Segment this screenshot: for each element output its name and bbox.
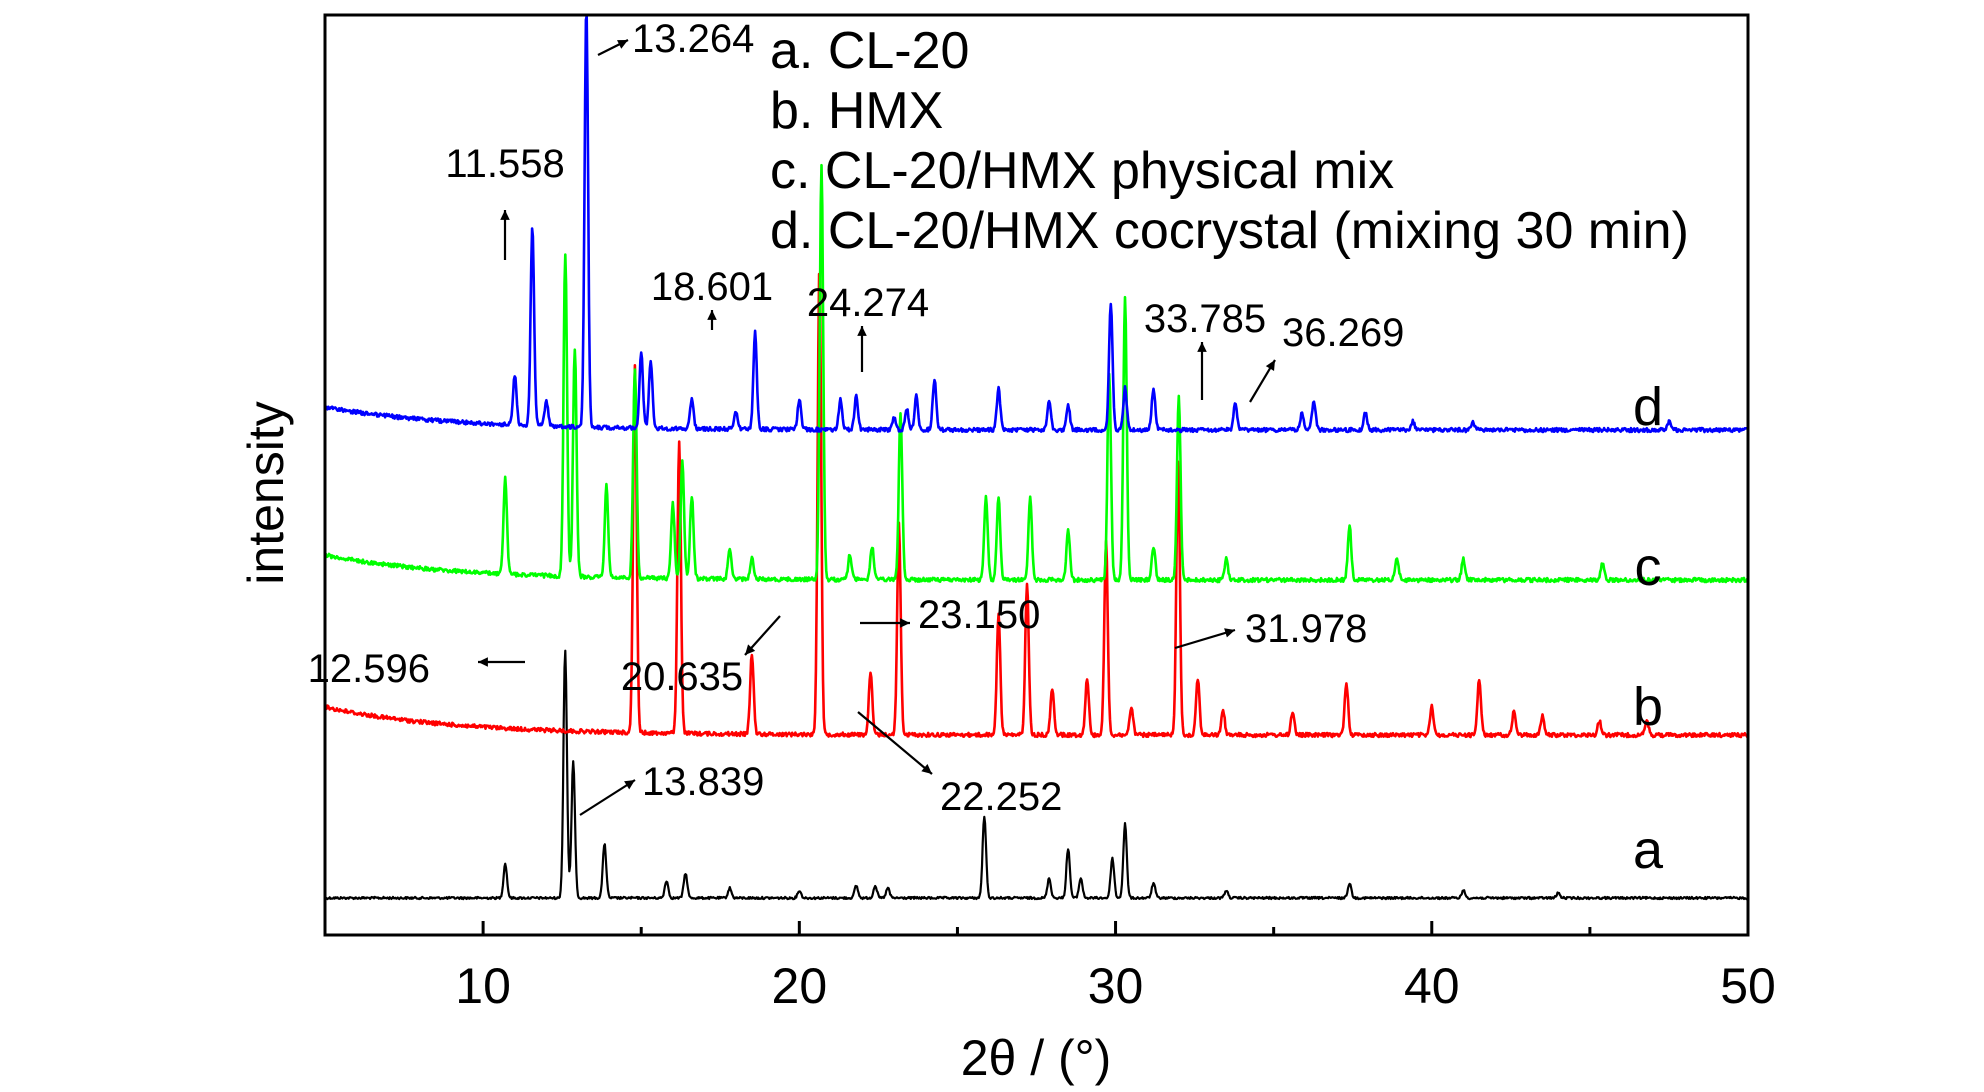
plot-frame xyxy=(323,13,1750,937)
x-tick-label: 40 xyxy=(1404,958,1460,1014)
peak-annotation-33.785: 33.785 xyxy=(1144,297,1266,400)
peak-annotation-13.839: 13.839 xyxy=(579,760,764,816)
series-line-a xyxy=(324,649,1749,901)
x-tick-label: 10 xyxy=(455,958,511,1014)
series-line-c xyxy=(324,163,1750,584)
series-line-b xyxy=(323,272,1750,739)
peak-annotation-22.252: 22.252 xyxy=(857,711,1062,819)
legend-entry-c: c. CL-20/HMX physical mix xyxy=(770,142,1394,200)
annotation-arrowhead xyxy=(1224,628,1235,638)
peak-label: 23.150 xyxy=(918,593,1040,637)
annotation-arrowhead xyxy=(624,780,635,790)
peak-annotation-20.635: 20.635 xyxy=(621,615,781,699)
peak-annotation-11.558: 11.558 xyxy=(445,142,565,260)
annotation-arrowhead xyxy=(500,210,510,220)
x-tick-label: 30 xyxy=(1088,958,1144,1014)
peak-annotation-18.601: 18.601 xyxy=(651,265,773,330)
annotation-arrowhead xyxy=(921,763,932,774)
series-traces xyxy=(323,14,1750,901)
annotation-arrowhead xyxy=(1197,342,1207,352)
peak-label: 18.601 xyxy=(651,265,773,309)
peak-label: 36.269 xyxy=(1282,311,1404,355)
trace-label-d: d xyxy=(1633,377,1663,437)
peak-label: 13.264 xyxy=(632,17,754,61)
annotation-arrow-line xyxy=(1174,628,1236,650)
x-tick-label: 50 xyxy=(1720,958,1776,1014)
peak-label: 22.252 xyxy=(940,775,1062,819)
trace-label-a: a xyxy=(1633,820,1664,880)
annotation-arrowhead xyxy=(900,618,910,628)
peak-label: 12.596 xyxy=(308,647,430,691)
peak-annotation-31.978: 31.978 xyxy=(1174,607,1367,651)
annotation-arrowhead xyxy=(617,40,628,49)
peak-annotations: 12.596 13.839 20.635 22.252 23.150 31.978 11.5… xyxy=(308,17,1405,819)
annotation-arrowhead xyxy=(478,657,488,667)
x-axis-title: 2θ / (°) xyxy=(961,1030,1112,1086)
trace-label-c: c xyxy=(1635,537,1662,597)
peak-label: 11.558 xyxy=(445,142,564,186)
peak-annotation-36.269: 36.269 xyxy=(1249,311,1404,403)
peak-annotation-24.274: 24.274 xyxy=(807,281,929,372)
x-tick-label: 20 xyxy=(772,958,828,1014)
annotation-arrowhead xyxy=(707,310,717,320)
legend: a. CL-20 b. HMX c. CL-20/HMX physical mi… xyxy=(770,22,1689,260)
peak-annotation-13.264: 13.264 xyxy=(597,17,754,61)
legend-entry-d: d. CL-20/HMX cocrystal (mixing 30 min) xyxy=(770,202,1689,260)
peak-annotation-12.596: 12.596 xyxy=(308,647,525,691)
annotation-arrow-line xyxy=(579,779,636,816)
peak-label: 20.635 xyxy=(621,655,743,699)
annotation-arrow-line xyxy=(857,711,933,775)
annotation-arrowhead xyxy=(745,644,756,655)
legend-entry-b: b. HMX xyxy=(770,82,943,140)
peak-label: 24.274 xyxy=(807,281,929,325)
x-axis-ticks: 10 20 30 40 50 xyxy=(323,921,1776,1014)
y-axis-title: intensity xyxy=(238,401,294,584)
annotation-arrowhead xyxy=(857,326,867,336)
peak-annotation-23.150: 23.150 xyxy=(860,593,1040,637)
legend-entry-a: a. CL-20 xyxy=(770,22,969,80)
peak-label: 13.839 xyxy=(642,760,764,804)
trace-label-b: b xyxy=(1633,677,1663,737)
peak-label: 31.978 xyxy=(1245,607,1367,651)
annotation-arrowhead xyxy=(1265,360,1275,371)
series-line-d xyxy=(323,14,1750,434)
peak-label: 33.785 xyxy=(1144,297,1266,341)
